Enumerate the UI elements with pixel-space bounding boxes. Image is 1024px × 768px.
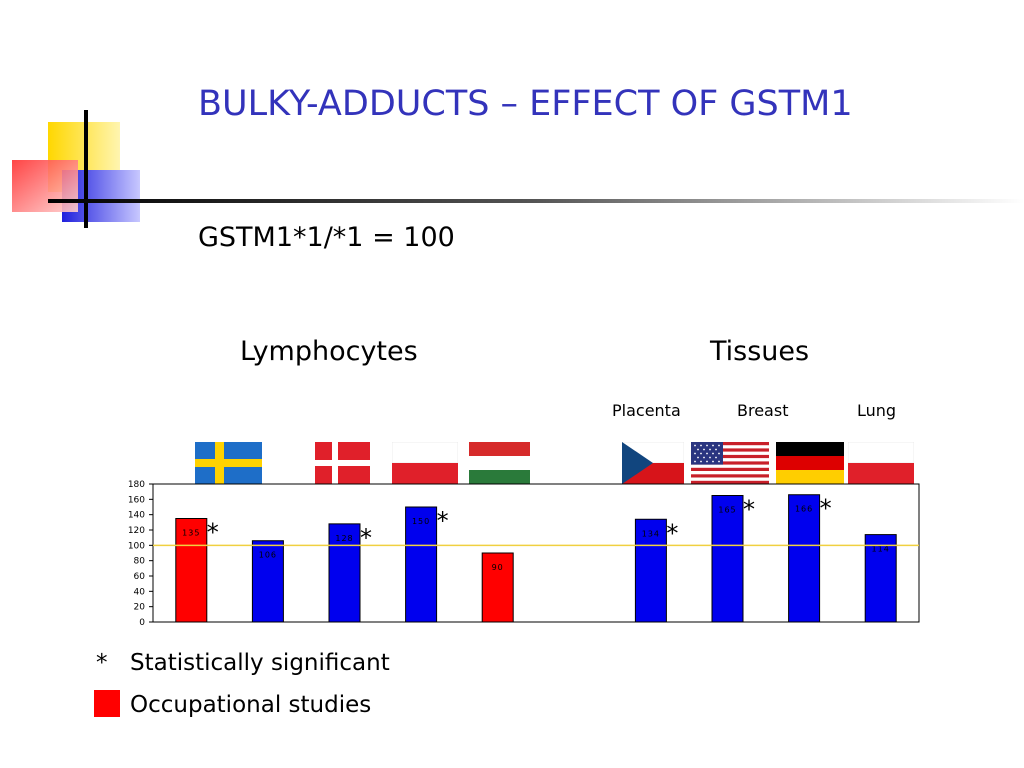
bar-data-label: 166 (795, 505, 813, 514)
y-tick-label: 180 (128, 480, 145, 490)
denmark-flag (315, 442, 370, 484)
group-label-tissues: Tissues (710, 336, 810, 367)
bar (634, 518, 667, 623)
y-tick-label: 40 (134, 587, 146, 597)
significance-star: * (743, 496, 755, 524)
tissue-label-lung: Lung (857, 401, 897, 420)
y-tick-label: 80 (134, 557, 146, 567)
legend-significance-text: Statistically significant (130, 650, 390, 676)
tissue-label-breast: Breast (737, 401, 789, 420)
significance-star: * (666, 519, 678, 547)
corner-decoration (12, 110, 1024, 228)
bar-chart: 0 20 40 60 80 100 120 140 160 180 135 * 106 128 * 150 * 9… (128, 480, 920, 628)
bar-data-label: 135 (182, 529, 200, 538)
bar-data-label: 114 (872, 545, 890, 554)
bar (481, 552, 514, 623)
legend-star-symbol: * (96, 650, 108, 676)
hungary-flag (469, 442, 530, 484)
bar-data-label: 90 (492, 563, 504, 572)
bar-data-label: 165 (718, 506, 736, 515)
bar (251, 540, 284, 623)
tissue-label-placenta: Placenta (612, 401, 681, 420)
bar (711, 495, 744, 623)
slide-title: BULKY-ADDUCTS – EFFECT OF GSTM1 (198, 84, 853, 124)
y-tick-label: 60 (134, 572, 146, 582)
y-tick-label: 120 (128, 526, 145, 536)
legend-occupational-swatch (94, 690, 120, 717)
bar-data-label: 106 (259, 551, 277, 560)
germany-flag (776, 442, 844, 484)
usa-flag (691, 442, 769, 484)
bar (405, 506, 438, 623)
sweden-flag (195, 442, 262, 484)
y-tick-label: 20 (134, 603, 146, 613)
significance-star: * (820, 495, 832, 523)
y-tick-label: 100 (128, 541, 145, 551)
significance-star: * (207, 519, 219, 547)
y-tick-label: 0 (139, 618, 145, 628)
bar (864, 534, 897, 623)
bar (788, 494, 821, 623)
y-tick-label: 160 (128, 495, 145, 505)
significance-star: * (437, 507, 449, 535)
legend-occupational-text: Occupational studies (130, 692, 372, 718)
czech-flag (622, 442, 684, 484)
plot-frame (152, 483, 920, 623)
bar-data-label: 134 (642, 529, 660, 538)
poland-flag (848, 442, 914, 484)
bar-data-label: 150 (412, 517, 430, 526)
bar-data-label: 128 (335, 534, 353, 543)
poland-flag (392, 442, 458, 484)
bar (328, 523, 361, 623)
y-tick-label: 140 (128, 511, 145, 521)
group-label-lymphocytes: Lymphocytes (240, 336, 418, 367)
significance-star: * (360, 524, 372, 552)
slide-subtitle: GSTM1*1/*1 = 100 (198, 222, 455, 253)
bar (175, 518, 208, 623)
